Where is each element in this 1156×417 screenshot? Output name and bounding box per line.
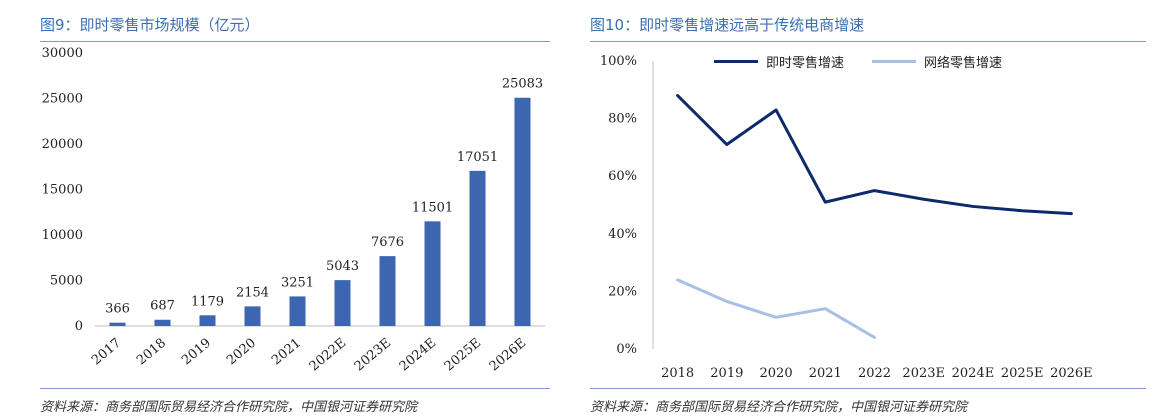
data-point bbox=[972, 205, 974, 207]
title-rule bbox=[40, 41, 550, 42]
line-chart-panel: 图10：即时零售增速远高于传统电商增速 0% 20% 40% 60% 80% 100% 20… bbox=[586, 0, 1156, 417]
y-tick-label: 20000 bbox=[42, 137, 83, 152]
bar-data-label: 17051 bbox=[457, 150, 498, 165]
x-tick-label: 2024E bbox=[952, 366, 995, 381]
bar bbox=[469, 170, 486, 326]
x-tick-label: 2018 bbox=[134, 336, 169, 369]
y-tick-label: 10000 bbox=[42, 228, 83, 243]
x-tick-label: 2026E bbox=[1050, 366, 1093, 381]
x-tick-label: 2023E bbox=[352, 336, 394, 375]
figure-title: 图10：即时零售增速远高于传统电商增速 bbox=[590, 16, 865, 34]
data-point bbox=[775, 109, 777, 111]
bar bbox=[199, 315, 216, 326]
bar bbox=[424, 221, 441, 326]
source-note: 资料来源：商务部国际贸易经济合作研究院，中国银河证券研究院 bbox=[40, 400, 418, 415]
data-point bbox=[677, 279, 679, 281]
source-note: 资料来源：商务部国际贸易经济合作研究院，中国银河证券研究院 bbox=[590, 400, 968, 415]
x-tick-label: 2025E bbox=[1001, 366, 1044, 381]
legend-label-online-retail: 网络零售增速 bbox=[924, 56, 1003, 71]
y-tick-label: 0 bbox=[75, 319, 83, 334]
data-point bbox=[775, 316, 777, 318]
y-tick-label: 0% bbox=[616, 342, 637, 357]
y-tick-label: 15000 bbox=[42, 183, 83, 198]
x-tick-label: 2020 bbox=[760, 366, 793, 381]
y-tick-label: 40% bbox=[608, 227, 637, 242]
y-tick-label: 100% bbox=[600, 54, 637, 69]
bar-data-label: 7676 bbox=[371, 235, 404, 250]
x-tick-label: 2019 bbox=[710, 366, 743, 381]
y-tick-label: 60% bbox=[608, 169, 637, 184]
data-point bbox=[923, 198, 925, 200]
bar bbox=[289, 296, 306, 326]
x-tick-label: 2023E bbox=[902, 366, 945, 381]
data-point bbox=[874, 190, 875, 192]
bar-chart: 0 5000 10000 15000 20000 25000 30000 366 2017 687… bbox=[42, 46, 545, 375]
line-chart: 0% 20% 40% 60% 80% 100% 2018 2019 2020 2021 2022 20… bbox=[600, 54, 1093, 381]
bar bbox=[244, 306, 261, 326]
legend-label-instant-retail: 即时零售增速 bbox=[766, 56, 845, 71]
data-point bbox=[824, 308, 826, 310]
data-point bbox=[677, 95, 679, 97]
figure-title: 图9：即时零售市场规模（亿元） bbox=[40, 16, 260, 34]
y-tick-label: 80% bbox=[608, 112, 637, 127]
x-tick-label: 2022 bbox=[858, 366, 891, 381]
bar bbox=[109, 322, 126, 326]
x-tick-label: 2026E bbox=[487, 336, 529, 375]
bar-data-label: 687 bbox=[150, 299, 175, 314]
bar-data-label: 25083 bbox=[502, 77, 543, 92]
data-point bbox=[1070, 213, 1072, 215]
legend-swatch-online-retail bbox=[872, 60, 917, 63]
x-tick-label: 2019 bbox=[179, 336, 214, 369]
y-tick-label: 25000 bbox=[42, 92, 83, 107]
title-rule bbox=[590, 41, 1146, 42]
bar bbox=[154, 319, 171, 326]
bar bbox=[379, 256, 396, 326]
bar-data-label: 2154 bbox=[236, 285, 269, 300]
data-point bbox=[1021, 210, 1023, 212]
series-line-0 bbox=[676, 94, 1073, 216]
bar-data-label: 5043 bbox=[326, 259, 359, 274]
data-point bbox=[874, 336, 875, 338]
bar bbox=[334, 280, 351, 326]
bar-data-label: 1179 bbox=[191, 294, 224, 309]
y-tick-label: 5000 bbox=[50, 274, 83, 289]
x-tick-label: 2021 bbox=[269, 336, 304, 369]
data-point bbox=[824, 201, 826, 203]
legend: 即时零售增速 网络零售增速 bbox=[714, 52, 1002, 71]
x-tick-label: 2018 bbox=[661, 366, 694, 381]
data-point bbox=[726, 300, 728, 302]
legend-swatch-instant-retail bbox=[714, 60, 758, 63]
bar-data-label: 366 bbox=[105, 302, 130, 317]
y-tick-label: 20% bbox=[608, 284, 637, 299]
y-tick-label: 30000 bbox=[42, 46, 83, 61]
x-tick-label: 2024E bbox=[397, 336, 439, 375]
x-tick-label: 2021 bbox=[809, 366, 842, 381]
source-rule bbox=[590, 388, 1146, 389]
bar-data-label: 3251 bbox=[281, 275, 314, 290]
x-tick-label: 2025E bbox=[442, 336, 484, 375]
bar bbox=[514, 97, 531, 327]
x-tick-label: 2022E bbox=[307, 336, 349, 375]
bar-chart-panel: 图9：即时零售市场规模（亿元） 0 5000 10000 15000 20000 2500… bbox=[0, 0, 570, 417]
x-tick-label: 2017 bbox=[89, 336, 124, 369]
series-line-1 bbox=[676, 278, 876, 339]
source-rule bbox=[40, 388, 550, 389]
x-tick-label: 2020 bbox=[224, 336, 259, 369]
bar-data-label: 11501 bbox=[412, 200, 453, 215]
data-point bbox=[726, 144, 728, 146]
